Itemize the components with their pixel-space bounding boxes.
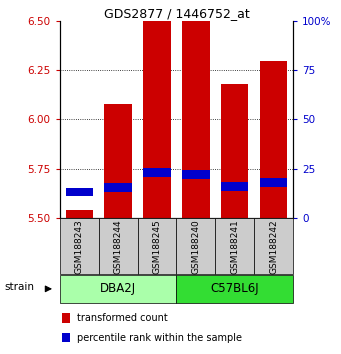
Bar xyxy=(104,104,132,218)
Text: GSM188242: GSM188242 xyxy=(269,219,278,274)
Text: percentile rank within the sample: percentile rank within the sample xyxy=(77,333,242,343)
Bar xyxy=(260,178,287,187)
Bar xyxy=(65,188,93,196)
Bar xyxy=(60,275,177,303)
Bar xyxy=(177,218,216,274)
Text: transformed count: transformed count xyxy=(77,313,168,323)
Bar xyxy=(177,275,293,303)
Text: GSM188244: GSM188244 xyxy=(114,219,122,274)
Bar xyxy=(104,183,132,192)
Bar xyxy=(182,170,210,179)
Title: GDS2877 / 1446752_at: GDS2877 / 1446752_at xyxy=(104,7,249,20)
Bar xyxy=(62,333,70,343)
Bar xyxy=(60,218,99,274)
Text: C57BL6J: C57BL6J xyxy=(210,282,259,295)
Bar xyxy=(221,182,249,190)
Text: GSM188241: GSM188241 xyxy=(231,219,239,274)
Bar xyxy=(143,21,170,218)
Bar xyxy=(254,218,293,274)
Bar xyxy=(216,218,254,274)
Text: GSM188243: GSM188243 xyxy=(75,219,84,274)
Bar xyxy=(143,168,170,177)
Bar xyxy=(221,84,249,218)
Bar xyxy=(99,218,137,274)
Bar xyxy=(62,313,70,323)
Bar xyxy=(65,210,93,218)
Bar xyxy=(260,61,287,218)
Text: GSM188245: GSM188245 xyxy=(152,219,162,274)
Text: strain: strain xyxy=(5,282,35,292)
Bar xyxy=(137,218,177,274)
Text: GSM188240: GSM188240 xyxy=(191,219,201,274)
Bar xyxy=(182,21,210,218)
Text: DBA2J: DBA2J xyxy=(100,282,136,295)
